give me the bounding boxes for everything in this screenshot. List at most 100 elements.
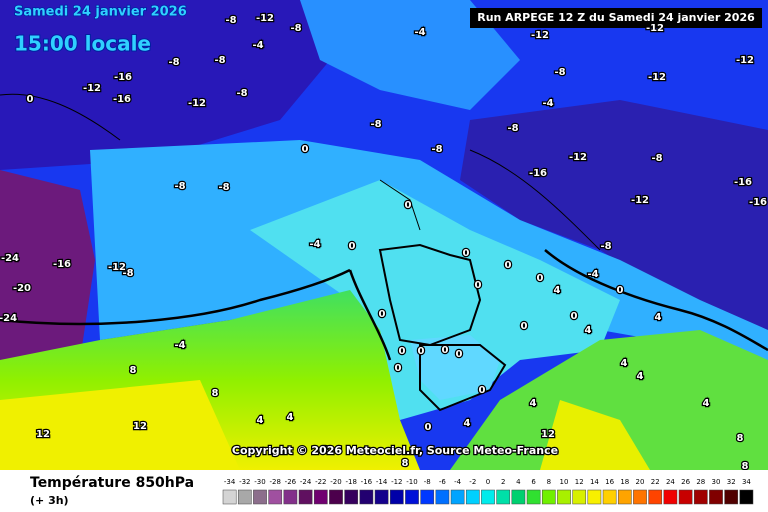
legend-label: 32 — [727, 478, 736, 486]
contour-label: -8 — [174, 181, 185, 192]
contour-label: 0 — [302, 144, 309, 155]
contour-label: 0 — [349, 241, 356, 252]
legend-swatch — [374, 489, 389, 505]
contour-label: 0 — [479, 385, 486, 396]
contour-label: 12 — [36, 429, 50, 440]
contour-label: 4 — [637, 371, 644, 382]
legend-swatch — [602, 489, 617, 505]
contour-label: 12 — [133, 421, 147, 432]
legend-label: -28 — [269, 478, 280, 486]
contour-label: 0 — [537, 273, 544, 284]
legend-label: 24 — [666, 478, 675, 486]
contour-label: 8 — [322, 445, 329, 456]
legend-swatch — [389, 489, 404, 505]
contour-label: -12 — [646, 23, 664, 34]
date-label: Samedi 24 janvier 2026 — [14, 5, 187, 20]
contour-label: -12 — [188, 98, 206, 109]
legend-label: 18 — [620, 478, 629, 486]
legend-label: -8 — [424, 478, 431, 486]
contour-label: -8 — [236, 88, 247, 99]
contour-label: 0 — [442, 345, 449, 356]
legend-swatch — [268, 489, 283, 505]
contour-label: -8 — [554, 67, 565, 78]
legend-label: -30 — [254, 478, 265, 486]
time-label: 15:00 locale — [14, 32, 151, 56]
legend-label: 8 — [547, 478, 551, 486]
legend-label: -16 — [361, 478, 373, 486]
contour-label: -12 — [648, 72, 666, 83]
legend-label: -32 — [239, 478, 250, 486]
contour-label: -12 — [256, 13, 274, 24]
legend-label: -10 — [406, 478, 417, 486]
legend-label: 14 — [590, 478, 599, 486]
legend-swatch — [511, 489, 526, 505]
contour-label: 0 — [425, 422, 432, 433]
contour-label: -8 — [600, 241, 611, 252]
legend-label: 10 — [560, 478, 569, 486]
legend-label: -12 — [391, 478, 402, 486]
contour-label: -8 — [431, 144, 442, 155]
contour-label: -4 — [587, 269, 598, 280]
contour-label: -16 — [114, 72, 132, 83]
contour-label: -16 — [113, 94, 131, 105]
contour-label: -8 — [370, 119, 381, 130]
footer-subtitle: (+ 3h) — [30, 494, 69, 507]
contour-label: -8 — [507, 123, 518, 134]
contour-label: -24 — [1, 253, 19, 264]
contour-label: -12 — [631, 195, 649, 206]
legend-label: -14 — [376, 478, 388, 486]
legend-swatch — [541, 489, 556, 505]
contour-label: -12 — [108, 262, 126, 273]
contour-label: 0 — [399, 346, 406, 357]
legend-swatch — [420, 489, 435, 505]
contour-label: 4 — [464, 418, 471, 429]
contour-label: -20 — [13, 283, 31, 294]
legend-label: 4 — [516, 478, 521, 486]
color-legend: -34 -32 -30 -28 -26 -24 -22 -20 -18 -16 -14 -12 -10-… — [222, 478, 754, 505]
legend-swatch — [587, 489, 602, 505]
contour-label: -4 — [252, 40, 263, 51]
legend-label: 20 — [636, 478, 645, 486]
legend-swatch — [481, 489, 495, 505]
legend-swatch — [557, 489, 571, 505]
legend-swatch — [648, 489, 663, 505]
contour-label: -16 — [734, 177, 752, 188]
contour-label: -12 — [83, 83, 101, 94]
contour-label: -12 — [569, 152, 587, 163]
contour-label: 0 — [571, 311, 578, 322]
contour-label: 8 — [212, 388, 219, 399]
contour-label: 0 — [395, 363, 402, 374]
legend-swatch — [405, 489, 419, 505]
contour-label: 8 — [402, 458, 409, 469]
contour-label: -8 — [122, 268, 133, 279]
contour-label: -16 — [529, 168, 547, 179]
legend-swatch — [663, 489, 678, 505]
legend-swatch — [633, 489, 647, 505]
copyright: Copyright © 2026 Meteociel.fr, Source Me… — [232, 444, 558, 457]
legend-swatch — [313, 489, 328, 505]
footer-title: Température 850hPa — [30, 475, 194, 491]
contour-label: 0 — [521, 321, 528, 332]
legend-swatch — [329, 489, 343, 505]
legend-swatch — [709, 489, 723, 505]
legend-swatch — [572, 489, 587, 505]
legend-label: -2 — [469, 478, 476, 486]
contour-label: 8 — [737, 433, 744, 444]
contour-label: -8 — [290, 23, 301, 34]
contour-labels: -8 -12-8-4-8-8-16-12-16 -12-80-12-12-12-4-… — [0, 12, 768, 474]
legend-swatch — [359, 489, 374, 505]
legend-swatch — [678, 489, 693, 505]
legend-swatch — [739, 489, 754, 505]
contour-label: 4 — [287, 412, 294, 423]
contour-label: -4 — [414, 27, 425, 38]
contour-label: -8 — [168, 57, 179, 68]
legend-label: -4 — [454, 478, 462, 486]
legend-label: 22 — [651, 478, 660, 486]
contour-label: -24 — [0, 313, 17, 324]
contour-label: -4 — [174, 340, 185, 351]
run-label: Run ARPEGE 12 Z du Samedi 24 janvier 202… — [477, 11, 755, 24]
legend-label: 16 — [605, 478, 614, 486]
legend-label: 6 — [531, 478, 536, 486]
legend-swatch — [298, 489, 313, 505]
legend-swatch — [465, 489, 480, 505]
